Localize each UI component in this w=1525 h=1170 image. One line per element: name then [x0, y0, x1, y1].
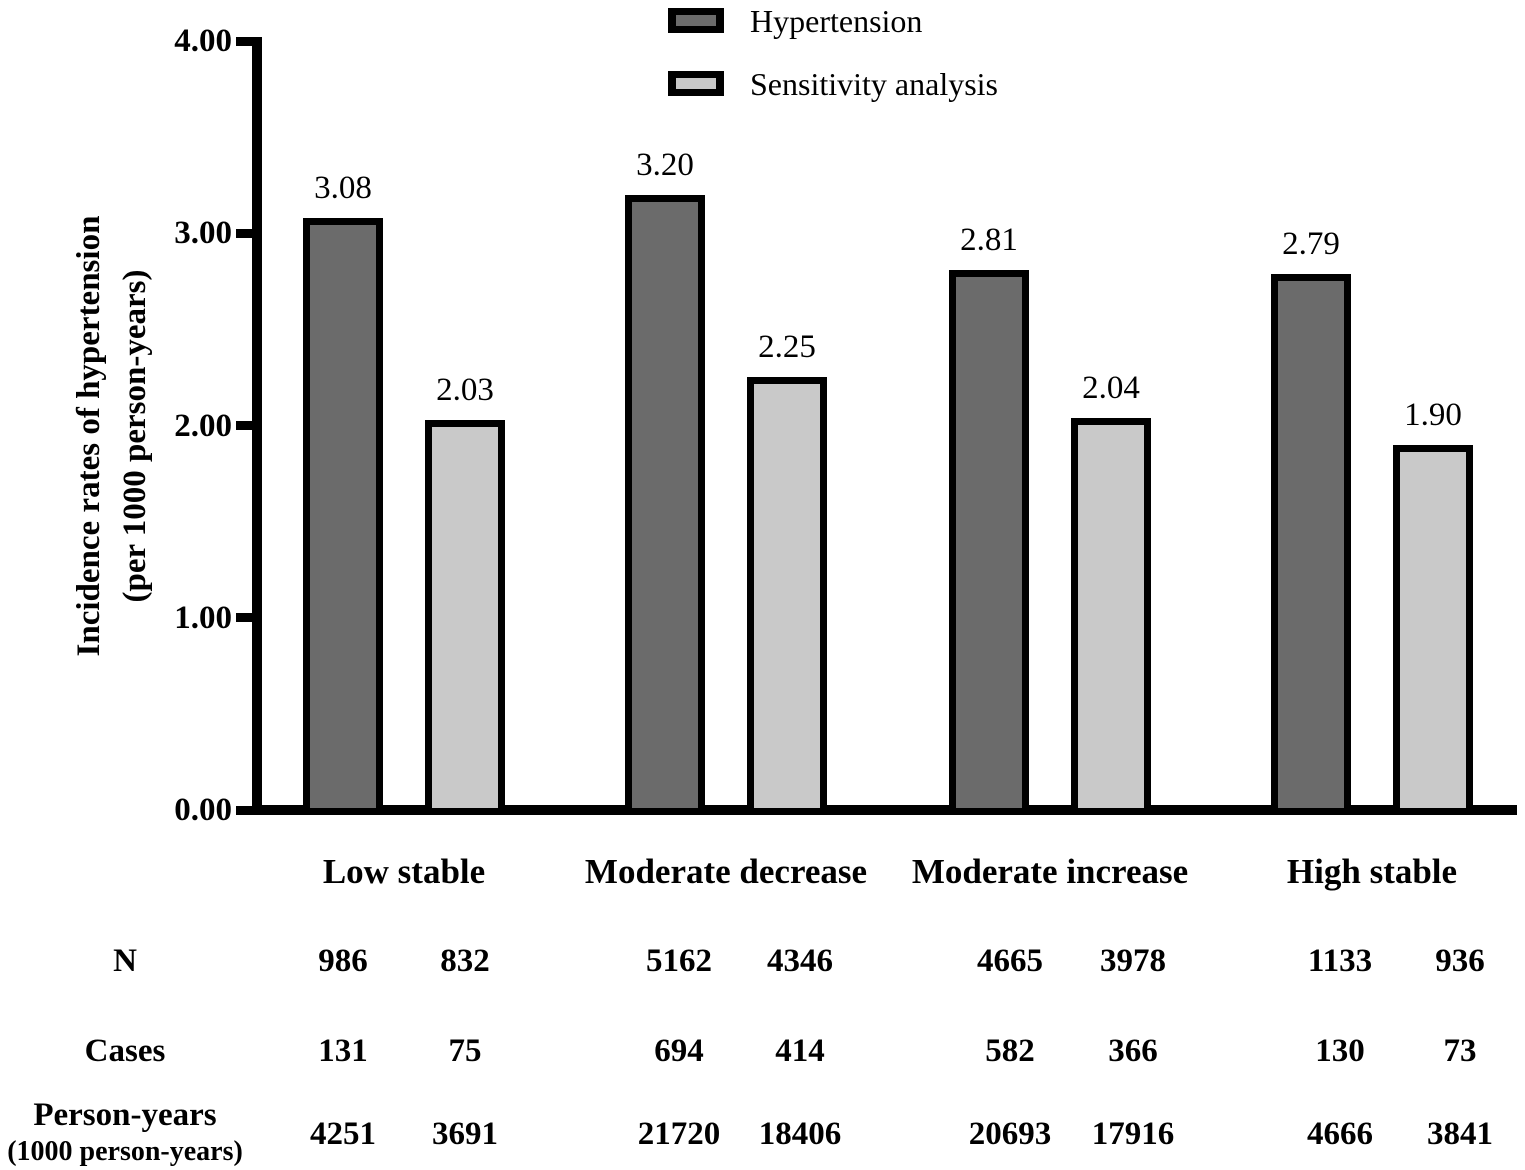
y-axis-tick	[236, 36, 254, 46]
table-cell-person-years-2: 21720	[637, 1116, 721, 1152]
category-label-moderate-increase: Moderate increase	[911, 852, 1189, 891]
y-axis-tick-label: 1.00	[174, 599, 232, 636]
table-cell-cases-7: 73	[1443, 1033, 1477, 1069]
table-cell-cases-1: 75	[448, 1033, 482, 1069]
y-axis-tick-label: 2.00	[174, 407, 232, 444]
legend-swatch-sensitivity-fill	[676, 78, 716, 89]
y-axis-tick-label: 0.00	[174, 792, 232, 828]
bar-hypertension-high-stable	[1271, 273, 1351, 815]
table-cell-n-5: 3978	[1100, 943, 1166, 979]
bar-value-label-hypertension-moderate-decrease: 3.20	[636, 146, 694, 183]
table-cell-cases-5: 366	[1108, 1033, 1158, 1069]
bar-value-label-sensitivity-analysis-low-stable: 2.03	[436, 371, 494, 408]
legend-label-hypertension: Hypertension	[750, 3, 923, 39]
table-cell-cases-2: 694	[654, 1033, 704, 1069]
table-cell-cases-6: 130	[1315, 1033, 1365, 1069]
bar-hypertension-moderate-increase	[949, 269, 1029, 815]
bar-sensitivity-analysis-low-stable	[425, 419, 505, 815]
y-axis-tick-label: 4.00	[174, 23, 232, 59]
category-label-high-stable: High stable	[1286, 852, 1458, 891]
legend-swatch-hypertension	[668, 8, 724, 33]
y-axis-tick	[236, 805, 254, 815]
bar-value-label-hypertension-high-stable: 2.79	[1282, 225, 1340, 262]
table-cell-person-years-6: 4666	[1307, 1116, 1373, 1152]
bar-hypertension-moderate-decrease	[625, 194, 705, 815]
table-cell-person-years-0: 4251	[310, 1116, 376, 1152]
table-cell-cases-4: 582	[985, 1033, 1035, 1069]
category-label-moderate-decrease: Moderate decrease	[584, 852, 868, 891]
table-cell-person-years-4: 20693	[968, 1116, 1052, 1152]
y-axis-tick-label: 3.00	[174, 215, 232, 252]
table-cell-person-years-7: 3841	[1427, 1116, 1493, 1152]
bar-value-label-sensitivity-analysis-moderate-increase: 2.04	[1082, 369, 1140, 406]
bar-value-label-hypertension-low-stable: 3.08	[314, 169, 372, 206]
y-axis-tick	[236, 421, 254, 430]
table-cell-n-6: 1133	[1307, 943, 1373, 979]
y-axis-tick	[236, 613, 254, 623]
category-label-low-stable: Low stable	[322, 852, 486, 891]
x-axis-line	[252, 805, 1517, 815]
table-row-label-person-years: Person-years	[33, 1097, 217, 1133]
table-cell-person-years-5: 17916	[1091, 1116, 1175, 1152]
bar-sensitivity-analysis-high-stable	[1393, 444, 1473, 815]
bar-hypertension-low-stable	[303, 217, 383, 815]
table-cell-n-1: 832	[440, 943, 490, 979]
table-row-label-n: N	[113, 943, 137, 979]
table-cell-n-3: 4346	[767, 943, 833, 979]
table-cell-n-7: 936	[1435, 943, 1485, 979]
legend-swatch-sensitivity	[668, 71, 724, 96]
y-axis-title-line-1: Incidence rates of hypertension	[71, 215, 107, 657]
table-cell-cases-3: 414	[775, 1033, 825, 1069]
table-cell-cases-0: 131	[318, 1033, 368, 1069]
table-cell-n-2: 5162	[646, 943, 712, 979]
legend-swatch-hypertension-fill	[676, 15, 716, 26]
legend-label-sensitivity: Sensitivity analysis	[750, 66, 998, 102]
y-axis-line	[252, 37, 262, 815]
table-cell-n-4: 4665	[977, 943, 1043, 979]
bar-value-label-sensitivity-analysis-moderate-decrease: 2.25	[758, 329, 816, 366]
table-cell-n-0: 986	[318, 943, 368, 979]
table-cell-person-years-1: 3691	[432, 1116, 498, 1152]
bar-sensitivity-analysis-moderate-decrease	[747, 377, 827, 815]
table-cell-person-years-3: 18406	[758, 1116, 842, 1152]
y-axis-tick	[236, 228, 254, 238]
table-row-label-cases: Cases	[84, 1033, 166, 1069]
bar-value-label-sensitivity-analysis-high-stable: 1.90	[1404, 396, 1462, 433]
bar-value-label-hypertension-moderate-increase: 2.81	[960, 221, 1018, 258]
table-row-sublabel-person-years: (1000 person-years)	[7, 1136, 243, 1167]
bar-sensitivity-analysis-moderate-increase	[1071, 417, 1151, 815]
